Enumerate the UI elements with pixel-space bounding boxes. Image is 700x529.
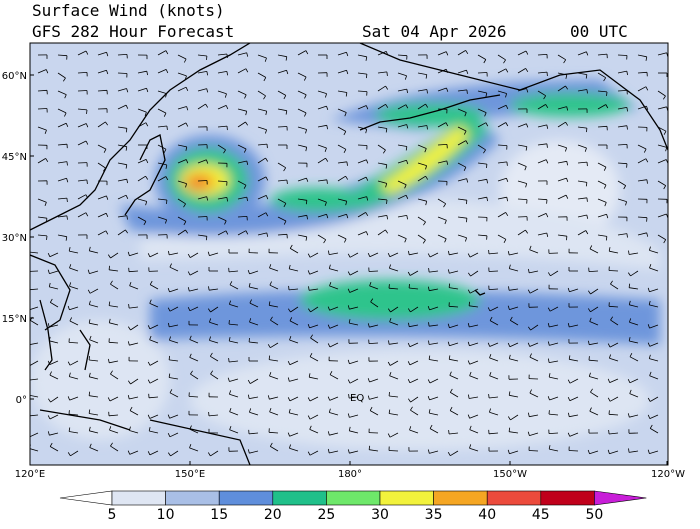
wind-barb	[569, 451, 578, 452]
wind-barb	[38, 109, 47, 110]
colorbar-label: 5	[108, 507, 117, 523]
colorbar-label: 15	[210, 507, 228, 523]
forecast-time: 00 UTC	[570, 22, 628, 41]
lat-label: 0°	[16, 395, 27, 406]
wind-barb-flag	[287, 180, 288, 184]
colorbar-segment	[541, 491, 595, 505]
wind-barb-flag	[566, 236, 567, 240]
map-field	[28, 43, 668, 465]
wind-barb-flag	[466, 218, 467, 222]
wind-barb	[609, 271, 618, 272]
colorbar-label: 25	[317, 507, 335, 523]
wind-barb	[198, 217, 207, 218]
wind-barb-flag	[87, 180, 88, 184]
colorbar-segment	[326, 491, 380, 505]
lat-label: 60°N	[2, 71, 27, 82]
wind-barb-flag	[607, 92, 608, 96]
forecast-date: Sat 04 Apr 2026	[362, 22, 507, 41]
colorbar-segment	[112, 491, 166, 505]
lon-label: 120°E	[15, 469, 45, 480]
wind-barb-flag	[28, 341, 29, 345]
colorbar-over	[594, 491, 646, 505]
colorbar-label: 50	[585, 507, 603, 523]
colorbar-segment	[380, 491, 434, 505]
wind-barb-flag	[29, 376, 30, 380]
wind-barb-flag	[449, 430, 450, 434]
wind-barb-flag	[169, 356, 170, 360]
wind-barb-flag	[227, 54, 228, 58]
wind-barb	[358, 145, 367, 146]
colorbar: 5 10 15 20 25 30 35 40 45 50	[60, 491, 646, 523]
wind-barb	[478, 73, 487, 74]
wind-barb	[78, 91, 87, 92]
wind-barb-flag	[507, 162, 508, 166]
wind-barb-flag	[327, 180, 328, 184]
colorbar-label: 20	[264, 507, 282, 523]
wind-barb	[278, 127, 287, 128]
lon-label: 150°E	[175, 469, 205, 480]
wind-barb	[369, 271, 378, 272]
lon-label: 150°W	[493, 469, 527, 480]
wind-barb-flag	[67, 198, 68, 202]
wind-barb-flag	[387, 200, 388, 204]
wind-barb-flag	[109, 266, 110, 270]
colorbar-label: 35	[425, 507, 443, 523]
wind-barb-flag	[28, 306, 29, 310]
lat-label: 30°N	[2, 233, 27, 244]
colorbar-under	[60, 491, 112, 505]
wind-barb-flag	[587, 198, 588, 202]
wind-barb-flag	[469, 302, 470, 306]
wind-barb-flag	[387, 72, 388, 76]
wind-barb	[529, 451, 538, 452]
colorbar-segment	[487, 491, 541, 505]
colorbar-segment	[434, 491, 488, 505]
colorbar-segment	[166, 491, 220, 505]
subtitle: GFS 282 Hour Forecast	[32, 22, 234, 41]
wind-barb	[198, 181, 207, 182]
wind-barb-flag	[609, 430, 610, 434]
wind-barb-flag	[167, 126, 168, 130]
wind-barb-flag	[547, 144, 548, 148]
title: Surface Wind (knots)	[32, 1, 225, 20]
wind-barb-flag	[467, 90, 468, 94]
wind-barb-flag	[366, 74, 367, 78]
colorbar-label: 45	[532, 507, 550, 523]
wind-barb-flag	[489, 394, 490, 398]
wind-barb	[389, 451, 398, 452]
wind-barb	[618, 55, 627, 56]
wind-barb-flag	[129, 304, 130, 308]
wind-barb	[118, 73, 127, 74]
wind-barb-flag	[466, 200, 467, 204]
lon-label: 180°	[338, 469, 362, 480]
wind-barb-flag	[87, 110, 88, 114]
colorbar-segment	[219, 491, 273, 505]
wind-barb-flag	[429, 268, 430, 272]
colorbar-label: 30	[371, 507, 389, 523]
equator-label: EQ	[350, 393, 364, 404]
colorbar-label: 40	[478, 507, 496, 523]
colorbar-label: 10	[157, 507, 175, 523]
lat-label: 45°N	[2, 152, 27, 163]
lat-label: 15°N	[2, 314, 27, 325]
wind-barb-flag	[46, 218, 47, 222]
wind-barb	[489, 271, 498, 272]
wind-barb-flag	[229, 358, 230, 362]
wind-barb-flag	[47, 236, 48, 240]
colorbar-segment	[273, 491, 327, 505]
lon-label: 120°W	[651, 469, 685, 480]
